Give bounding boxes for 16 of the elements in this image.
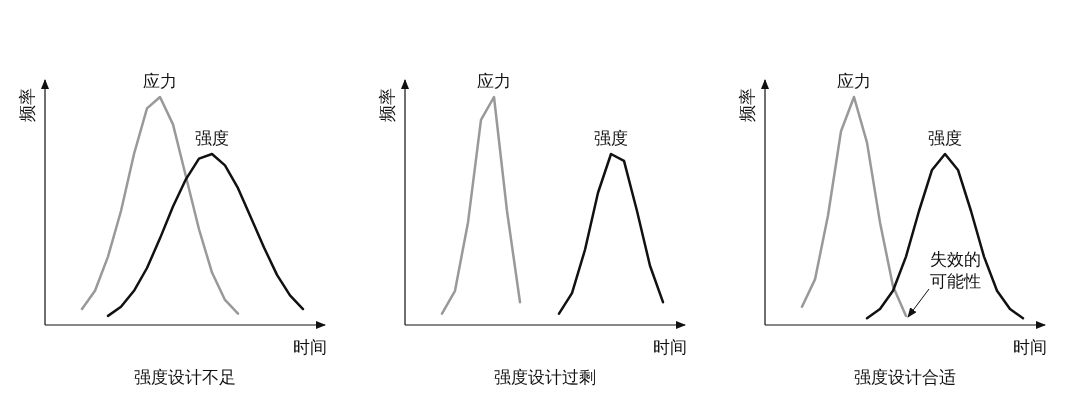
series-label: 应力 [143,71,177,91]
x-axis-title: 时间 [293,337,327,357]
series-label: 强度 [928,128,962,148]
series-label: 应力 [837,71,871,91]
annotation: 失效的可能性 [929,249,981,291]
text: 强度设计合适 [854,367,956,387]
x-axis-title: 时间 [653,337,687,357]
series-label: 强度 [195,128,229,148]
y-axis-title: 频率 [17,88,37,122]
text: 强度设计不足 [134,367,236,387]
y-axis-title: 频率 [377,88,397,122]
series-label: 强度 [594,128,628,148]
y-axis-title: 频率 [737,88,757,122]
x-axis-title: 时间 [1013,337,1047,357]
series-label: 应力 [477,71,511,91]
text: 强度设计过剩 [494,367,596,387]
